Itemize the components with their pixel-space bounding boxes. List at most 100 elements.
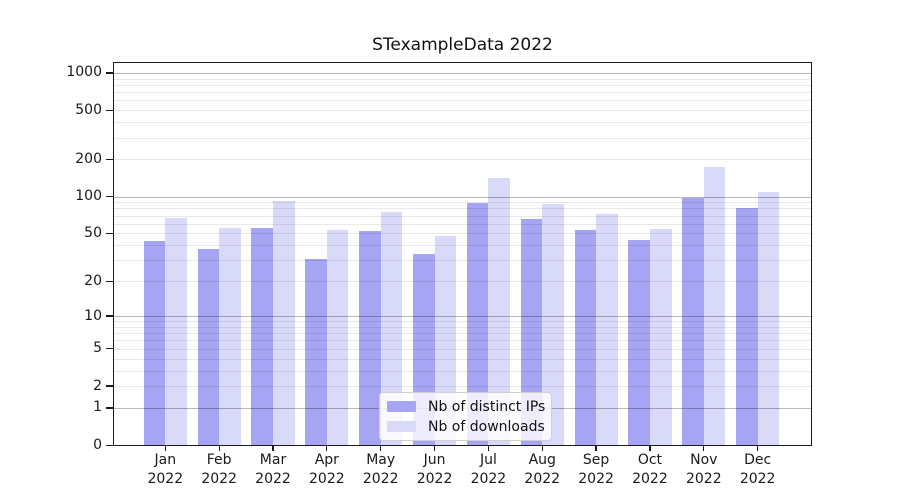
legend-label: Nb of downloads bbox=[428, 418, 545, 435]
bar-distinct-ips-dec bbox=[736, 208, 758, 445]
plot-area bbox=[113, 62, 812, 446]
bar-downloads-may bbox=[380, 211, 403, 445]
y-tick-mark bbox=[106, 158, 113, 161]
x-tick-year: 2022 bbox=[578, 470, 614, 487]
legend-item-downloads: Nb of downloads bbox=[387, 418, 545, 435]
bar-downloads-jan bbox=[165, 217, 187, 445]
bar-distinct-ips-mar bbox=[251, 228, 273, 445]
minor-gridline bbox=[114, 92, 811, 94]
chart-title: STexampleData 2022 bbox=[372, 35, 553, 55]
minor-gridline bbox=[114, 281, 811, 283]
x-tick-year: 2022 bbox=[201, 470, 237, 487]
minor-gridline bbox=[114, 215, 811, 217]
x-tick-month: Jan bbox=[154, 452, 177, 468]
minor-gridline bbox=[114, 326, 811, 328]
bar-downloads-oct bbox=[649, 229, 672, 445]
y-tick-mark bbox=[106, 232, 113, 235]
x-tick-mark bbox=[164, 446, 166, 451]
x-tick-label-jul: Jul 2022 bbox=[456, 451, 520, 488]
y-tick-mark bbox=[106, 444, 113, 446]
minor-gridline bbox=[114, 110, 811, 112]
x-tick-mark bbox=[649, 446, 651, 451]
x-tick-month: May bbox=[366, 452, 396, 468]
x-tick-label-feb: Feb 2022 bbox=[187, 451, 251, 488]
minor-gridline bbox=[114, 333, 811, 335]
x-tick-year: 2022 bbox=[739, 470, 776, 487]
x-tick-mark bbox=[218, 446, 220, 451]
x-tick-month: Jun bbox=[423, 452, 446, 468]
minor-gridline bbox=[114, 260, 811, 262]
x-tick-year: 2022 bbox=[632, 470, 668, 487]
x-tick-label-oct: Oct 2022 bbox=[618, 451, 682, 488]
x-tick-label-may: May 2022 bbox=[349, 451, 413, 488]
y-tick-label: 20 bbox=[84, 272, 102, 289]
x-tick-label-jun: Jun 2022 bbox=[403, 451, 467, 488]
y-tick-label: 1000 bbox=[66, 64, 102, 81]
legend-label: Nb of distinct IPs bbox=[428, 398, 546, 415]
x-tick-label-mar: Mar 2022 bbox=[241, 451, 305, 488]
x-tick-year: 2022 bbox=[416, 470, 453, 487]
minor-gridline bbox=[114, 358, 811, 360]
minor-gridline bbox=[114, 340, 811, 342]
x-tick-mark bbox=[541, 446, 543, 451]
legend-swatch-distinct-ips bbox=[387, 401, 416, 412]
bar-downloads-apr bbox=[326, 230, 349, 445]
y-tick-label: 5 bbox=[93, 340, 102, 357]
minor-gridline bbox=[114, 386, 811, 388]
x-tick-label-aug: Aug 2022 bbox=[510, 451, 574, 488]
y-tick-label: 1 bbox=[93, 399, 102, 416]
minor-gridline bbox=[114, 137, 811, 139]
y-tick-label: 2 bbox=[93, 377, 102, 394]
minor-gridline bbox=[114, 321, 811, 323]
bar-distinct-ips-nov bbox=[682, 197, 704, 445]
x-tick-year: 2022 bbox=[255, 470, 291, 487]
minor-gridline bbox=[114, 208, 811, 210]
x-tick-month: Nov bbox=[690, 452, 718, 468]
x-tick-year: 2022 bbox=[685, 470, 722, 487]
x-tick-month: Oct bbox=[637, 452, 663, 468]
y-tick-label: 0 bbox=[93, 436, 102, 453]
y-tick-mark bbox=[106, 195, 113, 198]
bar-distinct-ips-jul bbox=[466, 203, 489, 445]
bar-distinct-ips-sep bbox=[574, 230, 597, 445]
y-tick-label: 100 bbox=[75, 188, 102, 205]
x-tick-month: Mar bbox=[259, 452, 287, 468]
major-gridline bbox=[114, 196, 811, 198]
x-tick-year: 2022 bbox=[524, 470, 561, 487]
minor-gridline bbox=[114, 100, 811, 102]
x-tick-label-sep: Sep 2022 bbox=[564, 451, 628, 488]
x-tick-month: Apr bbox=[314, 452, 339, 468]
bar-downloads-mar bbox=[273, 201, 295, 445]
minor-gridline bbox=[114, 233, 811, 235]
minor-gridline bbox=[114, 202, 811, 204]
x-tick-mark bbox=[487, 446, 490, 451]
legend: Nb of distinct IPs Nb of downloads bbox=[379, 392, 553, 441]
bar-distinct-ips-may bbox=[359, 231, 381, 445]
bar-distinct-ips-aug bbox=[520, 219, 543, 445]
bar-downloads-sep bbox=[596, 214, 618, 445]
bar-distinct-ips-oct bbox=[628, 240, 650, 445]
x-tick-mark bbox=[433, 446, 436, 451]
bar-downloads-jul bbox=[488, 177, 510, 445]
bar-downloads-nov bbox=[703, 166, 726, 445]
minor-gridline bbox=[114, 78, 811, 80]
y-tick-mark bbox=[106, 348, 113, 350]
x-tick-mark bbox=[703, 446, 705, 451]
bar-downloads-aug bbox=[542, 203, 564, 445]
minor-gridline bbox=[114, 122, 811, 124]
y-tick-label: 500 bbox=[75, 101, 102, 118]
y-tick-mark bbox=[106, 72, 113, 74]
x-tick-month: Jul bbox=[479, 452, 497, 468]
x-tick-month: Dec bbox=[744, 452, 772, 468]
y-tick-mark bbox=[106, 407, 113, 409]
x-tick-label-jan: Jan 2022 bbox=[133, 451, 197, 488]
y-tick-mark bbox=[106, 315, 113, 317]
y-tick-label: 50 bbox=[84, 224, 102, 241]
major-gridline bbox=[114, 72, 811, 74]
bar-distinct-ips-jan bbox=[143, 241, 166, 445]
minor-gridline bbox=[114, 245, 811, 247]
x-tick-year: 2022 bbox=[147, 470, 184, 487]
bar-downloads-dec bbox=[757, 192, 780, 445]
minor-gridline bbox=[114, 348, 811, 350]
